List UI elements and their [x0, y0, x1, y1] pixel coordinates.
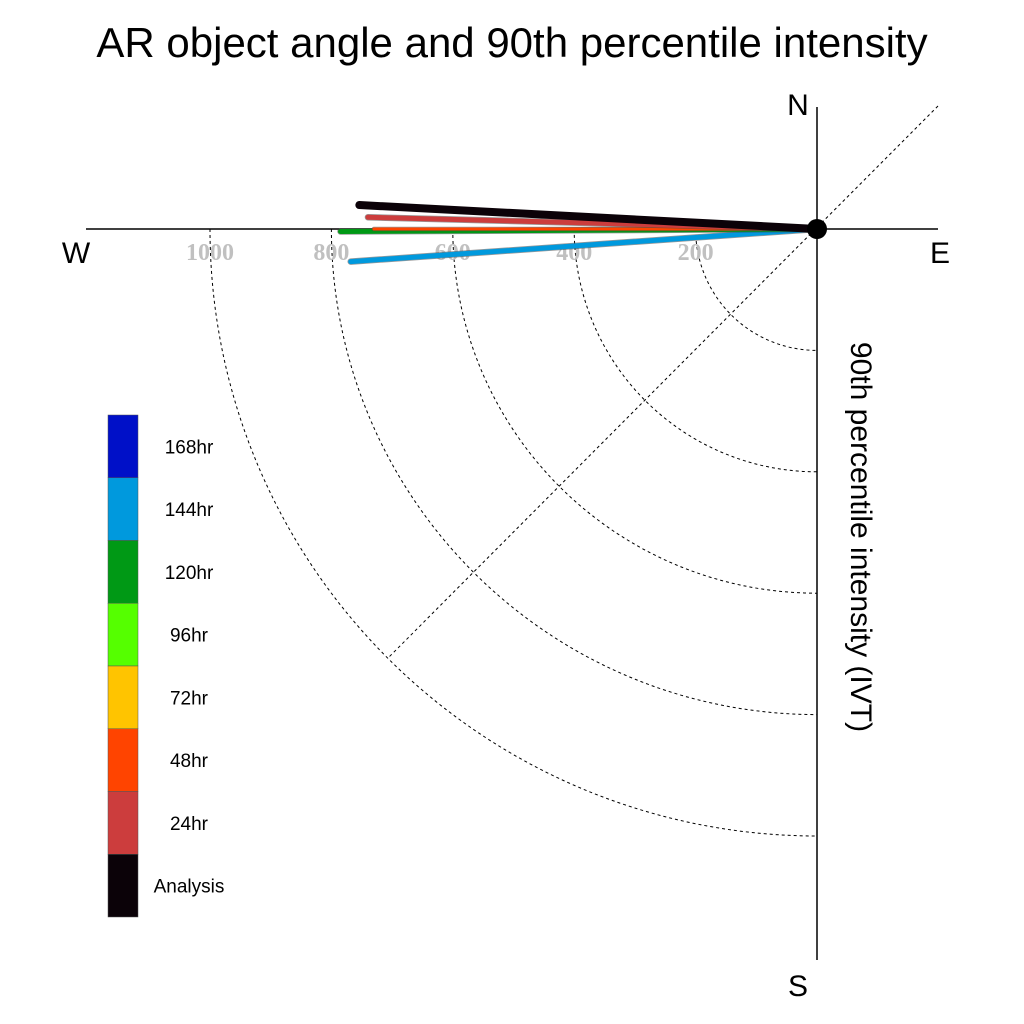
- legend-swatch: [107, 665, 139, 729]
- legend-swatch: [107, 414, 139, 478]
- legend-label: 168hr: [165, 437, 214, 458]
- compass-west: W: [62, 237, 91, 270]
- origin-marker: [807, 219, 827, 239]
- legend-swatch: [107, 791, 139, 855]
- radial-axis-label: 90th percentile intensity (IVT): [844, 342, 877, 732]
- legend-label: Analysis: [154, 877, 225, 898]
- radial-tick-label: 200: [678, 240, 714, 266]
- grid-arc-3: [330, 228, 818, 716]
- vector-series: [337, 201, 821, 265]
- legend-label: 144hr: [165, 500, 214, 521]
- grid-arc-2: [452, 228, 818, 594]
- polar-grid: [209, 105, 939, 837]
- vector-144hr: [348, 226, 820, 265]
- grid-diagonal: [387, 105, 939, 659]
- legend-label: 120hr: [165, 563, 214, 584]
- grid-arc-4: [209, 228, 818, 837]
- compass-north: N: [787, 89, 809, 122]
- chart-title: AR object angle and 90th percentile inte…: [96, 19, 927, 66]
- legend-label: 48hr: [170, 751, 209, 772]
- legend-label: 24hr: [170, 814, 209, 835]
- legend-swatch: [107, 603, 139, 667]
- legend-swatch: [107, 540, 139, 604]
- radial-tick-label: 800: [313, 240, 349, 266]
- grid-arc-1: [573, 228, 818, 473]
- grid-arc-0: [695, 228, 818, 351]
- legend-swatch: [107, 477, 139, 541]
- compass-south: S: [788, 970, 808, 1003]
- vector-Analysis: [355, 201, 821, 233]
- legend-swatch: [107, 728, 139, 792]
- legend: 168hr 144hr 120hr 96hr 72hr 48hr 24hr Analysis: [107, 414, 225, 918]
- legend-label: 72hr: [170, 688, 209, 709]
- radial-tick-label: 1000: [186, 240, 234, 266]
- legend-swatch: [107, 854, 139, 918]
- compass-east: E: [930, 237, 950, 270]
- legend-label: 96hr: [170, 626, 209, 647]
